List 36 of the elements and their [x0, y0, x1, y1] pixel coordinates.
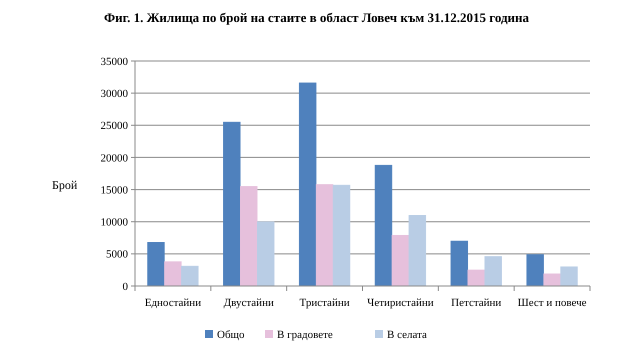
- bar: [560, 266, 578, 286]
- bar: [181, 266, 199, 286]
- bar: [450, 240, 468, 286]
- legend-label: В градовете: [277, 329, 333, 341]
- y-tick-label: 30000: [100, 88, 128, 100]
- y-tick-label: 0: [122, 280, 128, 293]
- bar: [298, 82, 316, 286]
- bar: [526, 254, 544, 286]
- x-tick-label: Петстайни: [451, 297, 502, 309]
- y-tick-label: 10000: [100, 216, 128, 229]
- x-tick-label: Четиристайни: [367, 297, 434, 309]
- x-tick-label: Едностайни: [144, 297, 202, 309]
- legend-label: В селата: [387, 329, 428, 341]
- bar: [223, 122, 241, 286]
- x-tick-label: Шест и повече: [518, 297, 587, 309]
- legend-label: Общо: [217, 329, 246, 341]
- y-tick-label: 20000: [100, 152, 128, 164]
- bar: [408, 215, 426, 286]
- bar: [392, 234, 410, 286]
- x-tick-label: Тристайни: [300, 297, 350, 309]
- y-tick-label: 35000: [100, 56, 128, 68]
- bar: [374, 164, 392, 286]
- bar: [147, 242, 165, 286]
- chart-title: Фиг. 1. Жилища по брой на стаите в област Ловеч към 31.12.2015 година: [104, 10, 530, 25]
- bar: [468, 270, 485, 286]
- y-tick-label: 25000: [100, 120, 128, 132]
- bar: [164, 261, 182, 286]
- y-tick-label: 15000: [100, 184, 128, 196]
- bar: [332, 184, 350, 286]
- bar: [256, 221, 274, 286]
- x-tick-label: Двустайни: [224, 297, 274, 309]
- bar: [240, 186, 258, 286]
- y-axis-title: Брой: [52, 178, 78, 192]
- bar: [484, 256, 502, 286]
- bar: [316, 184, 334, 286]
- y-tick-label: 5000: [106, 248, 128, 261]
